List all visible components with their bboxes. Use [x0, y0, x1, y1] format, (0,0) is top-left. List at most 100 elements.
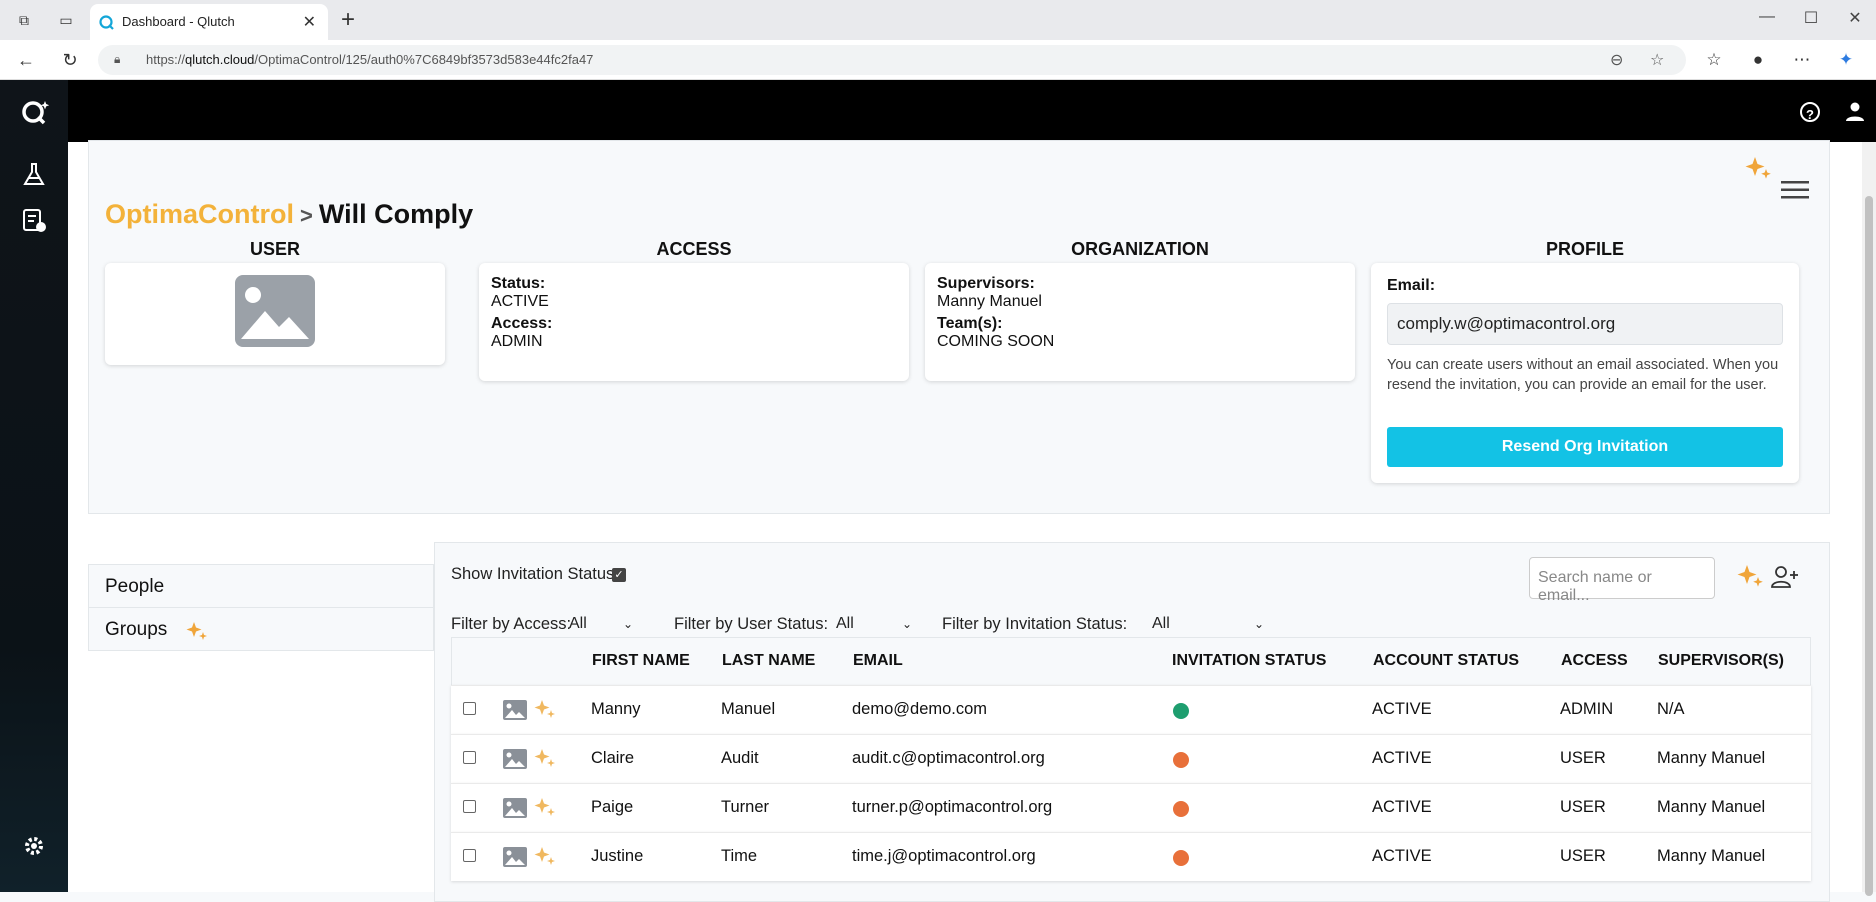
- supervisors-label: Supervisors:: [937, 275, 1035, 292]
- browser-address-bar: ← ↻ 🔒︎ https://qlutch.cloud/OptimaContro…: [0, 40, 1876, 80]
- filter-access-select[interactable]: All ⌄: [569, 615, 634, 632]
- more-icon[interactable]: ⋯: [1793, 50, 1811, 69]
- tab-close-icon[interactable]: ✕: [302, 14, 316, 31]
- breadcrumb-user: Will Comply: [318, 199, 474, 229]
- section-title-profile: PROFILE: [1545, 239, 1624, 259]
- help-icon[interactable]: ?: [1800, 102, 1820, 122]
- resend-org-invitation-button[interactable]: Resend Org Invitation: [1387, 427, 1783, 467]
- invitation-status-dot: [1173, 703, 1189, 719]
- workspaces-icon[interactable]: ⧉: [19, 12, 29, 28]
- cell-last-name: Turner: [721, 798, 769, 816]
- header-supervisors[interactable]: SUPERVISOR(S): [1658, 652, 1784, 669]
- scroll-thumb[interactable]: [1865, 196, 1873, 896]
- header-access[interactable]: ACCESS: [1561, 652, 1628, 669]
- table-row[interactable]: Paige Turner turner.p@optimacontrol.org ACT…: [451, 783, 1811, 832]
- copilot-icon[interactable]: ✦: [1838, 50, 1854, 69]
- header-last-name[interactable]: LAST NAME: [722, 652, 816, 669]
- qlutch-favicon-icon: [99, 15, 114, 30]
- url-text: https://qlutch.cloud/OptimaControl/125/a…: [146, 52, 594, 67]
- filter-user-status-select[interactable]: All ⌄: [836, 615, 913, 632]
- people-groups-nav: People Groups: [88, 564, 434, 651]
- window-close-icon[interactable]: ✕: [1848, 10, 1862, 27]
- reload-icon[interactable]: ↻: [62, 50, 78, 70]
- report-icon[interactable]: [20, 206, 48, 234]
- cell-supervisors: N/A: [1657, 700, 1685, 718]
- tab-actions-icon[interactable]: ▭: [59, 12, 73, 28]
- cell-email: demo@demo.com: [852, 700, 988, 718]
- nav-people[interactable]: People: [88, 564, 434, 608]
- sparkle-icon[interactable]: [533, 795, 557, 824]
- account-icon[interactable]: [1844, 100, 1866, 122]
- sparkle-icon[interactable]: [533, 844, 557, 873]
- email-field[interactable]: comply.w@optimacontrol.org: [1387, 303, 1783, 345]
- sparkle-icon[interactable]: [1735, 561, 1765, 591]
- app-sidebar: [0, 80, 68, 892]
- cell-access: USER: [1560, 847, 1606, 865]
- chevron-down-icon: ⌄: [1254, 617, 1265, 631]
- filter-user-status-label: Filter by User Status:: [674, 615, 829, 633]
- lock-icon: 🔒︎: [114, 52, 121, 66]
- table-row[interactable]: Justine Time time.j@optimacontrol.org ACTIV…: [451, 832, 1811, 881]
- invitation-status-dot: [1173, 752, 1189, 768]
- sparkle-icon[interactable]: [533, 697, 557, 726]
- breadcrumb-org-link[interactable]: OptimaControl: [105, 199, 294, 229]
- cell-access: ADMIN: [1560, 700, 1614, 718]
- nav-people-label: People: [105, 576, 165, 597]
- cell-email: time.j@optimacontrol.org: [852, 847, 1036, 865]
- row-checkbox[interactable]: [463, 800, 476, 813]
- search-input[interactable]: Search name or email...: [1529, 557, 1715, 604]
- app-top-bar: ?: [68, 80, 1876, 142]
- cell-first-name: Justine: [591, 847, 644, 865]
- nav-groups[interactable]: Groups: [88, 607, 434, 651]
- sparkle-icon[interactable]: [1743, 153, 1773, 183]
- back-icon[interactable]: ←: [17, 50, 35, 70]
- access-value: ADMIN: [491, 333, 543, 350]
- organization-card: Supervisors: Manny Manuel Team(s): COMIN…: [925, 263, 1355, 381]
- row-checkbox[interactable]: [463, 751, 476, 764]
- maximize-icon[interactable]: ☐: [1803, 10, 1819, 27]
- section-title-user: USER: [249, 239, 300, 259]
- profile-icon[interactable]: ●: [1752, 50, 1764, 69]
- avatar-image-icon: [503, 798, 527, 823]
- cell-first-name: Manny: [591, 700, 641, 718]
- sparkle-icon[interactable]: [533, 746, 557, 775]
- page-options-icon[interactable]: ⊖: [1610, 52, 1624, 69]
- invitation-status-dot: [1173, 850, 1189, 866]
- main-content: OptimaControl > Will Comply USER ACCESS OR…: [68, 140, 1876, 902]
- header-email[interactable]: EMAIL: [853, 652, 903, 669]
- lab-icon[interactable]: [20, 160, 48, 188]
- breadcrumb-separator: >: [300, 203, 313, 228]
- cell-account-status: ACTIVE: [1372, 749, 1432, 767]
- header-invitation-status[interactable]: INVITATION STATUS: [1172, 652, 1327, 669]
- access-label: Access:: [491, 315, 553, 332]
- settings-icon[interactable]: [22, 834, 46, 858]
- avatar-image-icon: [503, 749, 527, 774]
- profile-card: Email: comply.w@optimacontrol.org You ca…: [1371, 263, 1799, 483]
- cell-supervisors: Manny Manuel: [1657, 798, 1766, 816]
- qlutch-logo-icon[interactable]: [20, 96, 52, 128]
- row-checkbox[interactable]: [463, 702, 476, 715]
- browser-tab-active[interactable]: Dashboard - Qlutch ✕: [90, 4, 328, 40]
- cell-first-name: Claire: [591, 749, 635, 767]
- show-invitation-status-checkbox[interactable]: ✓: [612, 568, 626, 582]
- header-account-status[interactable]: ACCOUNT STATUS: [1373, 652, 1520, 669]
- cell-last-name: Manuel: [721, 700, 776, 718]
- row-checkbox[interactable]: [463, 849, 476, 862]
- table-row[interactable]: Manny Manuel demo@demo.com ACTIVE ADMIN N/A: [451, 685, 1811, 734]
- minimize-icon[interactable]: —: [1759, 8, 1775, 25]
- invitation-status-dot: [1173, 801, 1189, 817]
- url-field[interactable]: 🔒︎ https://qlutch.cloud/OptimaControl/12…: [98, 45, 1686, 75]
- scrollbar[interactable]: [1862, 142, 1876, 896]
- filter-invitation-status-select[interactable]: All ⌄: [1152, 615, 1265, 632]
- add-user-icon[interactable]: [1771, 565, 1799, 589]
- tab-title: Dashboard - Qlutch: [122, 14, 235, 29]
- status-value: ACTIVE: [491, 293, 549, 310]
- access-card: Status: ACTIVE Access: ADMIN: [479, 263, 909, 381]
- user-detail-panel: OptimaControl > Will Comply USER ACCESS OR…: [88, 140, 1830, 514]
- favorites-icon[interactable]: ☆: [1706, 50, 1722, 69]
- table-row[interactable]: Claire Audit audit.c@optimacontrol.org ACTI…: [451, 734, 1811, 783]
- new-tab-icon[interactable]: +: [340, 6, 355, 33]
- header-first-name[interactable]: FIRST NAME: [592, 652, 690, 669]
- menu-icon[interactable]: [1781, 179, 1809, 201]
- favorite-star-icon[interactable]: ☆: [1650, 52, 1665, 69]
